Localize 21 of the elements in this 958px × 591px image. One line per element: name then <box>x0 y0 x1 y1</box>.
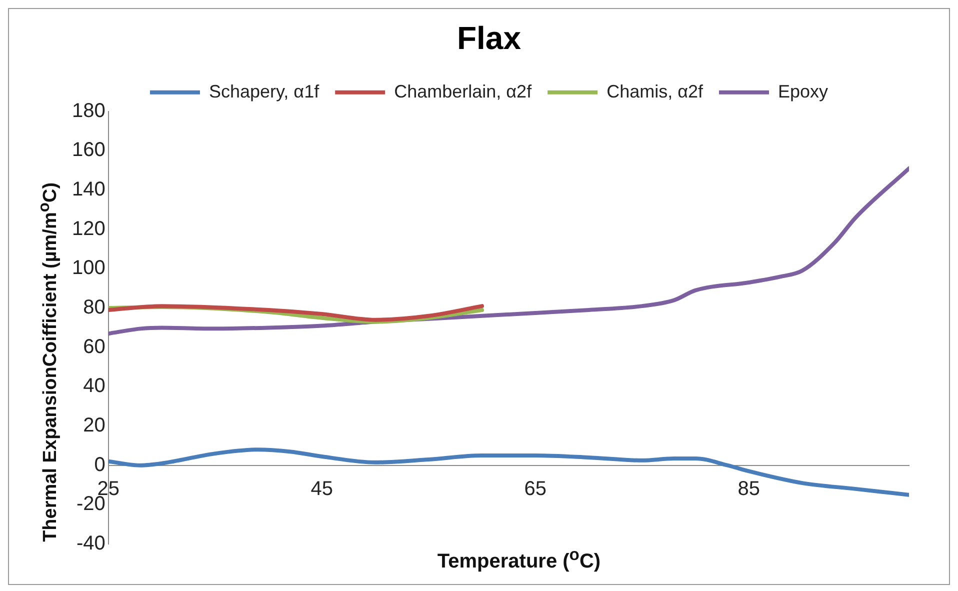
y-tick-label: 40 <box>83 375 106 398</box>
x-tick-label: 85 <box>738 478 760 500</box>
y-tick-label: 180 <box>72 100 106 122</box>
y-tick-label: 140 <box>72 178 106 201</box>
y-tick-label: 20 <box>83 414 106 437</box>
line-series <box>108 166 909 336</box>
y-tick-label: 160 <box>72 139 106 162</box>
y-tick-label: 80 <box>83 296 106 319</box>
legend-label: Chamberlain, α2f <box>394 81 533 102</box>
chart-title: Flax <box>456 20 522 56</box>
x-tick-label: 65 <box>524 478 546 500</box>
x-axis-title: Temperature ($^{o}$C) <box>436 545 602 574</box>
y-tick-label: 100 <box>72 257 106 280</box>
legend-label: Schapery, α1f <box>208 81 320 102</box>
legend-label: Epoxy <box>778 81 828 102</box>
y-tick-label: 120 <box>72 218 106 240</box>
y-tick-label: -40 <box>76 532 106 555</box>
y-tick-label: 60 <box>83 336 106 358</box>
y-tick-label: 0 <box>94 454 106 476</box>
legend-label: Chamis, α2f <box>606 81 704 102</box>
x-tick-label: 45 <box>310 478 333 500</box>
